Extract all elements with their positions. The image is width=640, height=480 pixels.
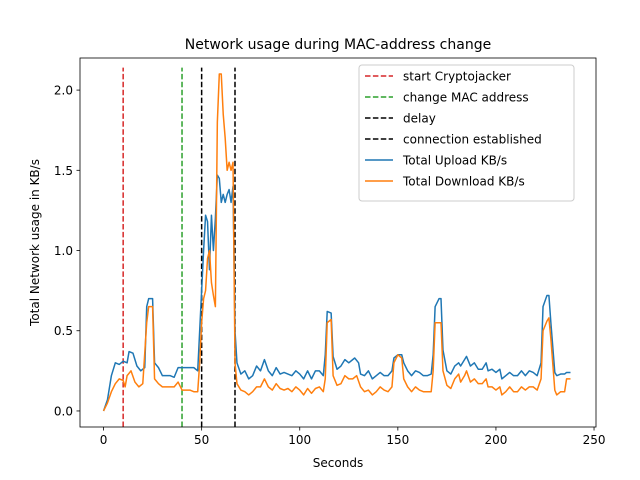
x-tick-label: 100 bbox=[288, 433, 311, 447]
legend-label: delay bbox=[403, 112, 436, 126]
x-tick-label: 0 bbox=[100, 433, 108, 447]
x-tick-label: 200 bbox=[484, 433, 507, 447]
series-line-1 bbox=[102, 174, 571, 412]
legend-label: start Cryptojacker bbox=[403, 70, 511, 84]
x-tick-label: 250 bbox=[583, 433, 606, 447]
plot-area bbox=[102, 67, 571, 427]
y-tick-label: 0.0 bbox=[54, 404, 73, 418]
legend: start Cryptojacker change MAC address dela… bbox=[358, 64, 575, 202]
legend-box bbox=[358, 64, 575, 202]
axes-frame bbox=[79, 57, 597, 428]
series-line-2 bbox=[102, 73, 571, 412]
y-tick-label: 2.0 bbox=[54, 84, 73, 98]
legend-label: Total Upload KB/s bbox=[402, 154, 507, 168]
y-axis: 0.0 0.5 1.0 1.5 2.0 bbox=[54, 84, 80, 418]
x-axis-label: Seconds bbox=[313, 456, 363, 470]
chart-title: Network usage during MAC-address change bbox=[185, 37, 491, 53]
x-tick-label: 150 bbox=[386, 433, 409, 447]
y-tick-label: 1.5 bbox=[54, 164, 73, 178]
legend-label: connection established bbox=[403, 133, 542, 147]
legend-label: Total Download KB/s bbox=[402, 175, 525, 189]
x-tick-label: 50 bbox=[194, 433, 209, 447]
y-axis-label: Total Network usage in KB/s bbox=[28, 159, 42, 327]
x-axis: 0 50 100 150 200 250 bbox=[100, 427, 606, 447]
legend-label: change MAC address bbox=[403, 91, 529, 105]
y-tick-label: 1.0 bbox=[54, 244, 73, 258]
y-tick-label: 0.5 bbox=[54, 324, 73, 338]
